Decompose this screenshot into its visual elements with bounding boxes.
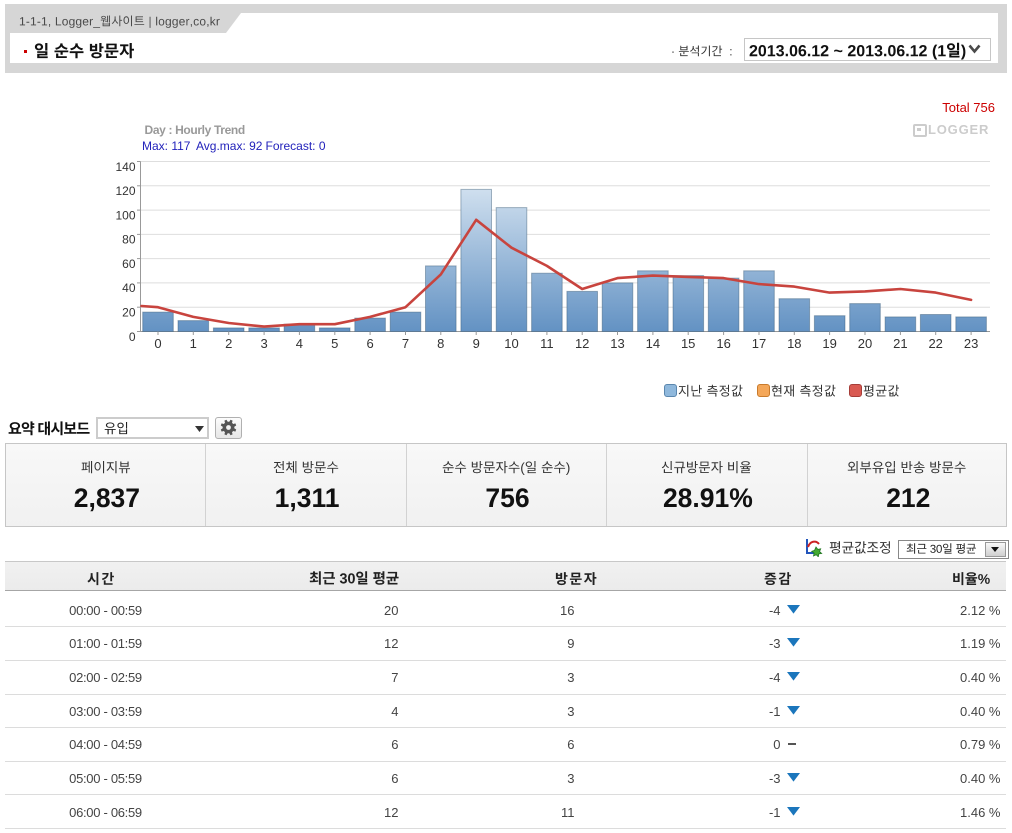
svg-text:14: 14 [646,336,660,351]
svg-text:18: 18 [787,336,801,351]
svg-text:5: 5 [331,336,338,351]
svg-text:7: 7 [402,336,409,351]
svg-text:16: 16 [716,336,730,351]
svg-text:20: 20 [122,306,136,320]
svg-text:9: 9 [473,336,480,351]
svg-text:23: 23 [964,336,978,351]
svg-text:80: 80 [122,233,136,247]
svg-text:19: 19 [822,336,836,351]
svg-text:2: 2 [225,336,232,351]
svg-text:3: 3 [260,336,267,351]
svg-text:17: 17 [752,336,766,351]
svg-text:22: 22 [928,336,942,351]
svg-text:140: 140 [115,160,135,174]
svg-text:120: 120 [115,184,135,198]
svg-text:0: 0 [154,336,161,351]
svg-text:20: 20 [858,336,872,351]
svg-text:0: 0 [129,330,136,344]
svg-text:21: 21 [893,336,907,351]
svg-text:10: 10 [504,336,518,351]
svg-text:1: 1 [190,336,197,351]
svg-text:15: 15 [681,336,695,351]
svg-text:60: 60 [122,257,136,271]
svg-text:13: 13 [610,336,624,351]
svg-text:11: 11 [540,336,554,351]
svg-text:4: 4 [296,336,303,351]
svg-text:40: 40 [122,281,136,295]
svg-text:100: 100 [115,208,135,222]
svg-text:6: 6 [366,336,373,351]
svg-text:12: 12 [575,336,589,351]
svg-text:8: 8 [437,336,444,351]
